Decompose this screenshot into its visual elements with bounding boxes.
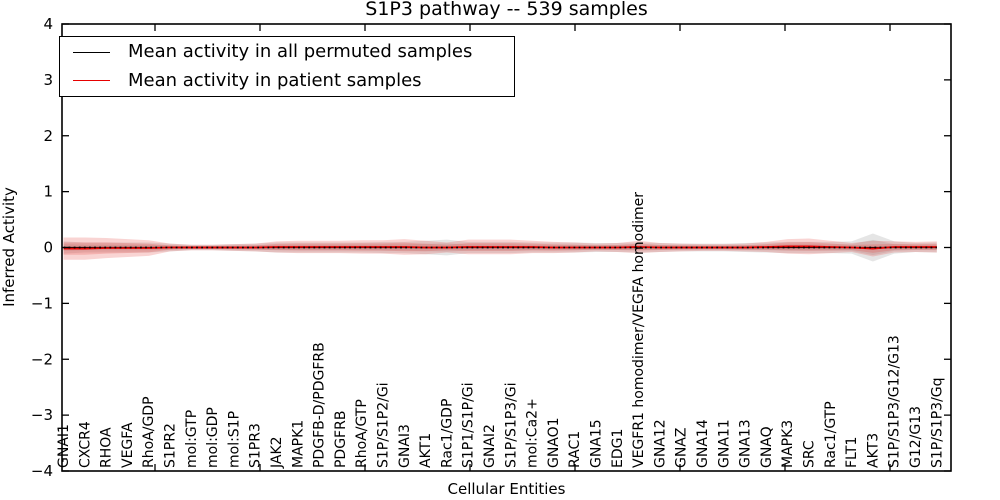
x-axis-label: Cellular Entities bbox=[447, 480, 566, 498]
y-tick-label: 4 bbox=[43, 15, 53, 33]
x-entity-label: PDGFRB bbox=[333, 411, 349, 468]
x-entity-label: GNAQ bbox=[759, 426, 775, 468]
x-entity-label: RAC1 bbox=[567, 431, 583, 468]
legend-label-patient: Mean activity in patient samples bbox=[128, 69, 422, 91]
x-entity-label: GNAI1 bbox=[56, 424, 72, 468]
legend-line-sample-permuted bbox=[73, 51, 110, 53]
y-tick-label: −3 bbox=[31, 406, 53, 424]
y-tick-label: −1 bbox=[31, 294, 53, 312]
series-line-patient bbox=[63, 245, 937, 250]
x-entity-label: AKT1 bbox=[418, 433, 434, 468]
legend-line-sample-patient bbox=[73, 80, 110, 82]
x-entity-label: mol:Ca2+ bbox=[525, 398, 541, 468]
x-entity-label: FLT1 bbox=[844, 437, 860, 468]
x-entity-label: S1P/S1P2/Gi bbox=[376, 382, 392, 468]
legend-entry-patient: Mean activity in patient samples bbox=[60, 68, 514, 94]
x-entity-label: MAPK1 bbox=[290, 420, 306, 468]
legend-box: Mean activity in all permuted samples Me… bbox=[59, 36, 515, 97]
x-entity-label: RHOA bbox=[99, 427, 115, 468]
x-entity-label: GNAI2 bbox=[482, 424, 498, 468]
x-entity-label: GNA15 bbox=[589, 419, 605, 468]
y-tick-label: −2 bbox=[31, 350, 53, 368]
x-entity-label: RhoA/GDP bbox=[141, 396, 157, 468]
x-entity-label: G12/G13 bbox=[908, 406, 924, 468]
x-entity-label: GNAO1 bbox=[546, 417, 562, 468]
x-entity-label: Rac1/GDP bbox=[439, 399, 455, 468]
y-tick-label: 1 bbox=[43, 183, 53, 201]
x-entity-label: AKT3 bbox=[865, 433, 881, 468]
x-entity-label: GNA11 bbox=[716, 419, 732, 468]
x-entity-label: VEGFR1 homodimer/VEGFA homodimer bbox=[631, 192, 647, 468]
x-entity-label: EDG1 bbox=[610, 429, 626, 468]
x-entity-label: GNA14 bbox=[695, 419, 711, 468]
y-tick-label: 2 bbox=[43, 127, 53, 145]
x-entity-label: CXCR4 bbox=[77, 421, 93, 468]
y-tick-label: 3 bbox=[43, 71, 53, 89]
x-entity-label: GNAZ bbox=[674, 428, 690, 469]
x-entity-label: S1P/S1P3/Gi bbox=[503, 382, 519, 468]
legend-entry-permuted: Mean activity in all permuted samples bbox=[60, 39, 514, 65]
y-axis-label: Inferred Activity bbox=[0, 187, 18, 307]
x-entity-label: GNAI3 bbox=[397, 424, 413, 468]
x-entity-label: mol:S1P bbox=[226, 411, 242, 468]
x-entity-label: SRC bbox=[802, 440, 818, 468]
x-entity-label: S1P/S1P3/G12/G13 bbox=[887, 335, 903, 468]
y-tick-label: −4 bbox=[31, 462, 53, 480]
x-entity-label: MAPK3 bbox=[780, 420, 796, 468]
x-entity-label: mol:GTP bbox=[184, 410, 200, 468]
x-entity-label: GNA13 bbox=[738, 419, 754, 468]
y-tick-label: 0 bbox=[43, 239, 53, 257]
x-entity-label: mol:GDP bbox=[205, 407, 221, 468]
x-entity-label: S1P1/S1P/Gi bbox=[461, 382, 477, 468]
x-entity-label: JAK2 bbox=[269, 436, 285, 469]
legend-label-permuted: Mean activity in all permuted samples bbox=[128, 41, 473, 63]
chart-title: S1P3 pathway -- 539 samples bbox=[365, 0, 648, 20]
x-entity-label: S1PR2 bbox=[163, 423, 179, 468]
x-entity-label: GNA12 bbox=[652, 419, 668, 468]
x-entity-label: VEGFA bbox=[120, 422, 136, 468]
x-entity-label: S1P/S1P3/Gq bbox=[929, 377, 945, 468]
x-entity-label: RhoA/GTP bbox=[354, 399, 370, 468]
x-entity-label: PDGFB-D/PDGFRB bbox=[312, 342, 328, 468]
x-entity-label: S1PR3 bbox=[248, 423, 264, 468]
series-band-patient-outer bbox=[63, 237, 937, 260]
x-entity-label: Rac1/GTP bbox=[823, 401, 839, 468]
series-band-patient-inner bbox=[63, 242, 937, 255]
